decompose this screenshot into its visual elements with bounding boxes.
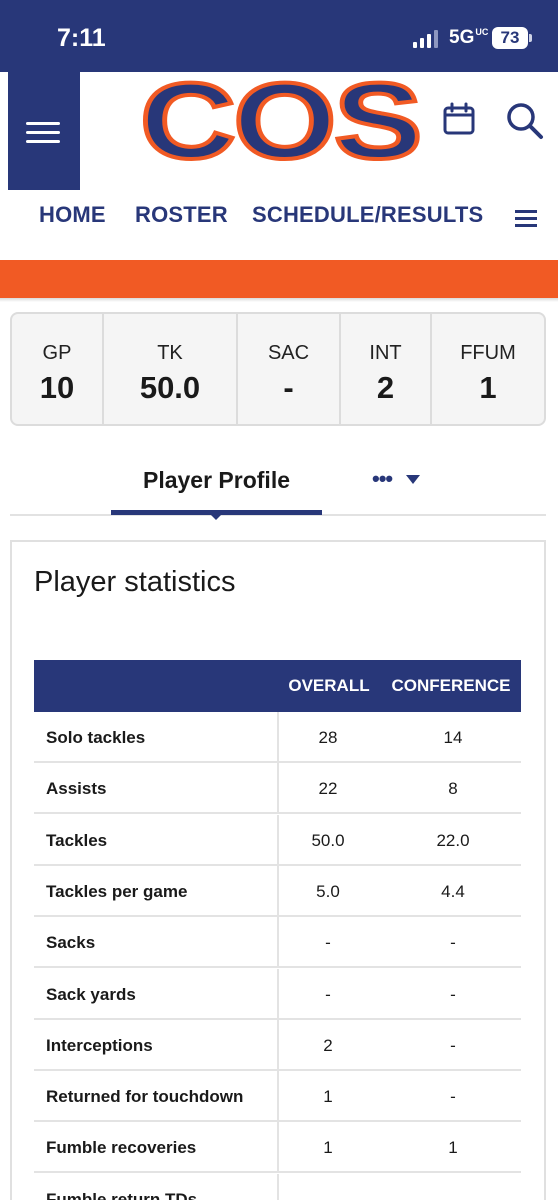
stat-label: TK [157, 342, 183, 364]
status-bar: 7:11 5GUC 73 [0, 0, 558, 72]
conference-value: 8 [448, 779, 458, 799]
stat-name: Interceptions [46, 1035, 153, 1055]
stats-summary-card: GP 10 TK 50.0 SAC - INT 2 FFUM 1 [10, 312, 546, 426]
conference-value: 1 [448, 1138, 458, 1158]
overall-value: - [325, 933, 331, 953]
cell-divider [277, 712, 279, 763]
conference-value: 4.4 [441, 881, 465, 901]
nav-roster[interactable]: ROSTER [135, 202, 228, 227]
table-row: Sacks - - [34, 917, 521, 969]
table-row: Assists 22 8 [34, 763, 521, 815]
tab-more-dropdown[interactable]: ••• [372, 468, 424, 492]
overall-value: 22 [318, 779, 338, 799]
svg-text:COS: COS [140, 76, 420, 168]
tab-player-profile[interactable]: Player Profile [111, 464, 322, 514]
accent-band [0, 260, 558, 298]
site-header: COS HOME ROSTER SCHEDULE/RESULTS [0, 72, 558, 260]
section-title: Player statistics [34, 566, 236, 598]
cos-logo[interactable]: COS [136, 76, 424, 168]
stat-int: INT 2 [341, 314, 432, 424]
overall-value: 1 [323, 1138, 333, 1158]
stat-tk: TK 50.0 [104, 314, 238, 424]
column-header-conference: CONFERENCE [391, 676, 511, 695]
stat-name: Tackles per game [46, 881, 188, 901]
stat-value: 50.0 [139, 370, 201, 405]
stat-name: Fumble return TDs [46, 1189, 198, 1200]
signal-icon [413, 30, 438, 48]
table-row: Returned for touchdown 1 - [34, 1071, 521, 1123]
overall-value: 28 [318, 728, 338, 747]
table-row: Fumble return TDs [34, 1173, 523, 1200]
stat-name: Solo tackles [46, 728, 146, 747]
network-label: 5GUC [449, 27, 489, 48]
main-nav: HOME ROSTER SCHEDULE/RESULTS [0, 202, 558, 242]
stat-value: 10 [39, 370, 75, 405]
table-row: Fumble recoveries 1 1 [34, 1122, 521, 1174]
stat-value: - [283, 370, 294, 405]
cell-divider [277, 865, 279, 917]
table-row: Solo tackles 28 14 [34, 712, 521, 763]
cell-divider [277, 917, 279, 969]
conference-value: 14 [443, 728, 463, 747]
stat-label: INT [369, 342, 402, 364]
overall-value: 2 [323, 1035, 333, 1055]
battery-icon: 73 [492, 27, 532, 49]
cell-divider [277, 1173, 279, 1200]
conference-value: - [450, 984, 456, 1004]
conference-value: - [450, 1087, 456, 1107]
stat-label: FFUM [460, 342, 516, 364]
stat-label: SAC [267, 342, 310, 364]
conference-value: - [450, 1035, 456, 1055]
cell-divider [277, 1071, 279, 1123]
more-dots-icon: ••• [372, 466, 393, 491]
stat-name: Sacks [46, 933, 96, 953]
dropdown-caret-icon [406, 475, 420, 484]
stat-name: Tackles [46, 830, 108, 850]
stat-name: Assists [46, 779, 107, 799]
column-header-overall: OVERALL [288, 676, 370, 695]
cell-divider [277, 968, 279, 1020]
tab-label: Player Profile [142, 467, 291, 493]
overall-value: 50.0 [311, 830, 345, 850]
tab-divider [10, 514, 546, 516]
accent-band-shadow [0, 298, 558, 302]
active-tab-caret [210, 514, 222, 520]
overall-value: 1 [323, 1087, 333, 1107]
stat-sac: SAC - [238, 314, 341, 424]
stat-name: Fumble recoveries [46, 1138, 197, 1158]
cell-divider [277, 1019, 279, 1071]
conference-value [383, 1174, 523, 1200]
overall-value: - [325, 984, 331, 1004]
search-icon[interactable] [506, 102, 544, 140]
stat-name: Returned for touchdown [46, 1087, 244, 1107]
active-tab-indicator [111, 510, 322, 515]
cell-divider [277, 814, 279, 866]
table-row: Sack yards - - [34, 968, 521, 1020]
overall-value: 5.0 [316, 881, 340, 901]
status-time: 7:11 [57, 24, 106, 52]
overall-value [279, 1174, 377, 1200]
calendar-icon[interactable] [442, 102, 476, 136]
table-row: Tackles 50.0 22.0 [34, 814, 521, 866]
nav-more-icon[interactable] [515, 210, 537, 228]
stat-gp: GP 10 [12, 314, 104, 424]
nav-schedule-results[interactable]: SCHEDULE/RESULTS [252, 202, 484, 227]
conference-value: 22.0 [436, 830, 470, 850]
cell-divider [277, 763, 279, 815]
table-row: Interceptions 2 - [34, 1019, 521, 1071]
stat-value: 1 [479, 370, 497, 405]
table-header: OVERALL CONFERENCE [34, 660, 521, 712]
table-row: Tackles per game 5.0 4.4 [34, 865, 521, 917]
cell-divider [277, 1122, 279, 1174]
conference-value: - [450, 933, 456, 953]
stat-value: 2 [376, 370, 395, 405]
stat-ffum: FFUM 1 [432, 314, 544, 424]
stat-label: GP [42, 342, 72, 364]
menu-button[interactable] [8, 72, 80, 190]
nav-home[interactable]: HOME [39, 202, 106, 227]
stat-name: Sack yards [46, 984, 136, 1004]
